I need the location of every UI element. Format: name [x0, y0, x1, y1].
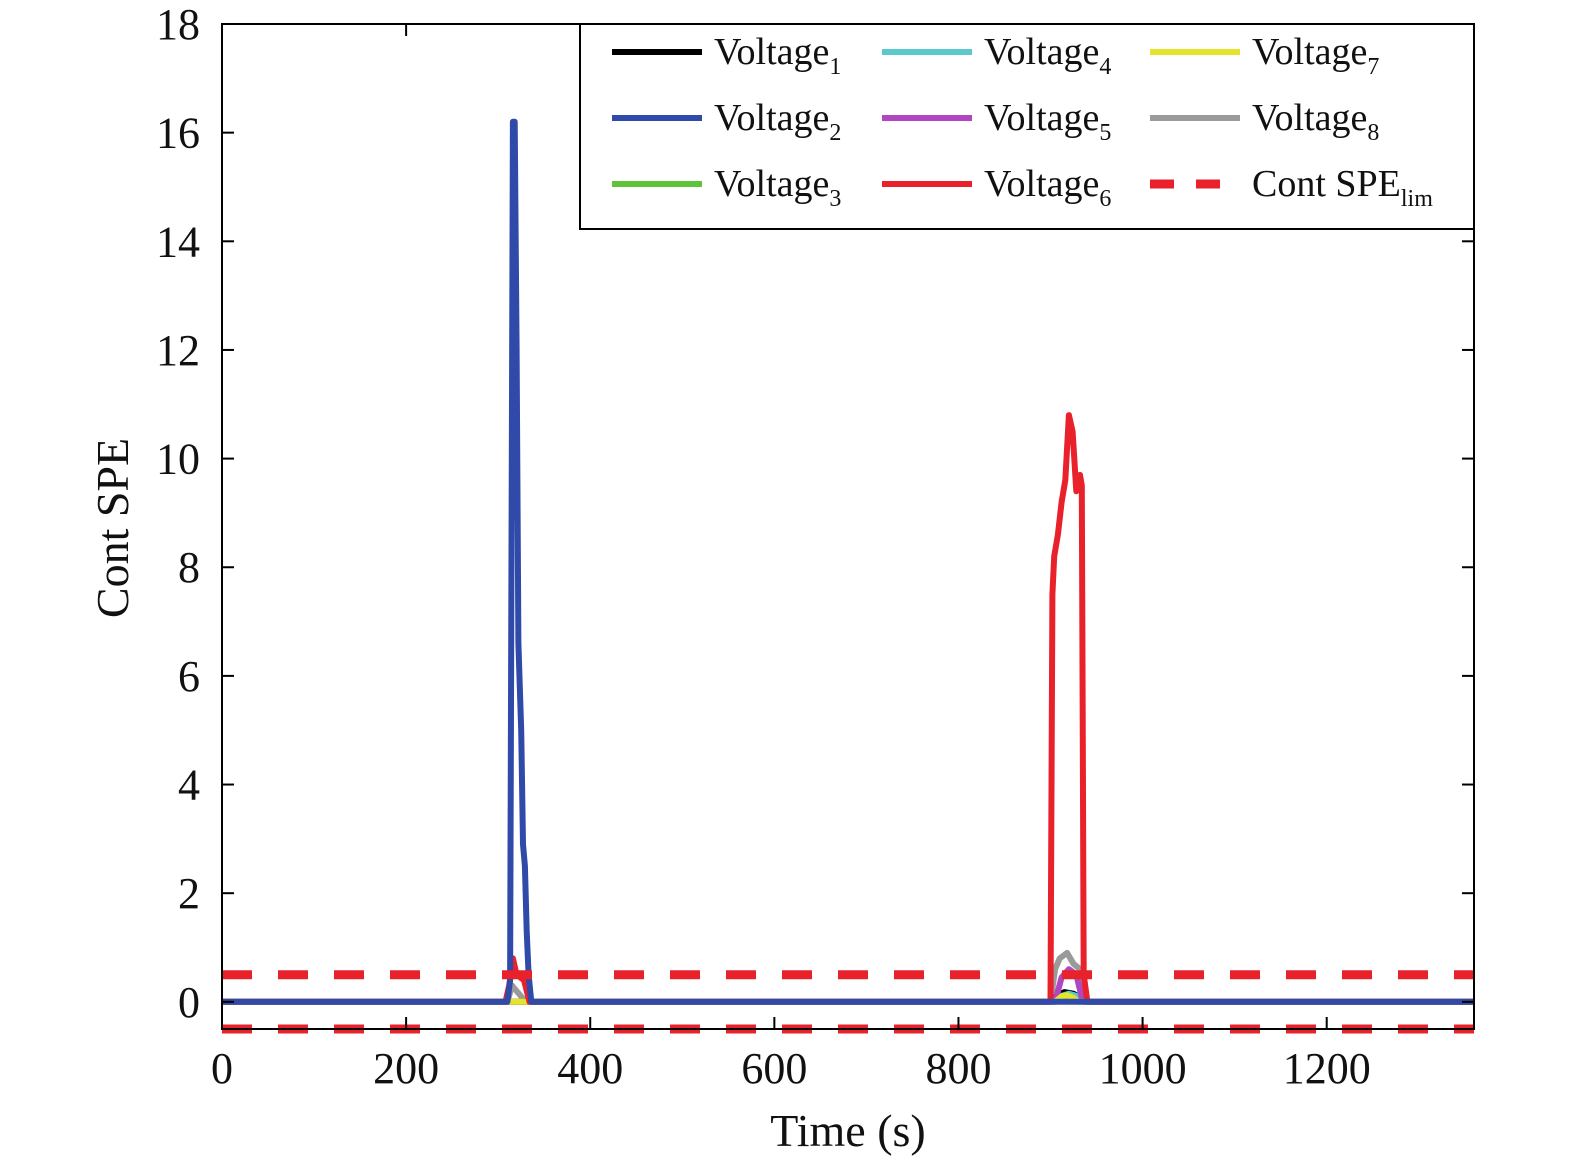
y-tick-label: 0: [178, 978, 200, 1027]
legend-label: Voltage8: [1252, 97, 1379, 146]
y-tick-label: 12: [156, 326, 200, 375]
legend-label: Voltage7: [1252, 31, 1379, 80]
legend-label: Cont SPElim: [1252, 163, 1433, 212]
legend-label: Voltage6: [984, 163, 1111, 212]
x-tick-label: 1000: [1099, 1044, 1187, 1093]
legend-label: Voltage1: [714, 31, 841, 80]
series-layer: [222, 118, 1474, 1034]
y-tick-label: 2: [178, 869, 200, 918]
y-tick-label: 6: [178, 652, 200, 701]
x-tick-label: 0: [211, 1044, 233, 1093]
x-tick-label: 1200: [1283, 1044, 1371, 1093]
y-axis-title: Cont SPE: [87, 438, 138, 618]
x-axis-title: Time (s): [770, 1105, 926, 1156]
y-tick-label: 10: [156, 435, 200, 484]
x-tick-label: 200: [373, 1044, 439, 1093]
series-voltage-2: [222, 118, 1474, 1005]
y-tick-label: 14: [156, 217, 200, 266]
legend-label: Voltage4: [984, 31, 1111, 80]
legend-label: Voltage2: [714, 97, 841, 146]
x-tick-label: 400: [557, 1044, 623, 1093]
legend-box: [579, 23, 1475, 230]
legend-label: Voltage3: [714, 163, 841, 212]
y-tick-label: 8: [178, 543, 200, 592]
series-voltage-6: [222, 412, 1474, 1005]
y-tick-label: 18: [156, 0, 200, 49]
x-tick-label: 600: [741, 1044, 807, 1093]
y-tick-label: 16: [156, 109, 200, 158]
legend: Voltage1 Voltage2 Voltage3 Voltage4 Voltage5…: [579, 23, 1475, 230]
tick-layer: 0 200 400 600 800 1000 1200 0 2 4 6 8 10 12 14 16 18: [156, 0, 1474, 1093]
y-tick-label: 4: [178, 761, 200, 810]
legend-label: Voltage5: [984, 97, 1111, 146]
x-tick-label: 800: [925, 1044, 991, 1093]
